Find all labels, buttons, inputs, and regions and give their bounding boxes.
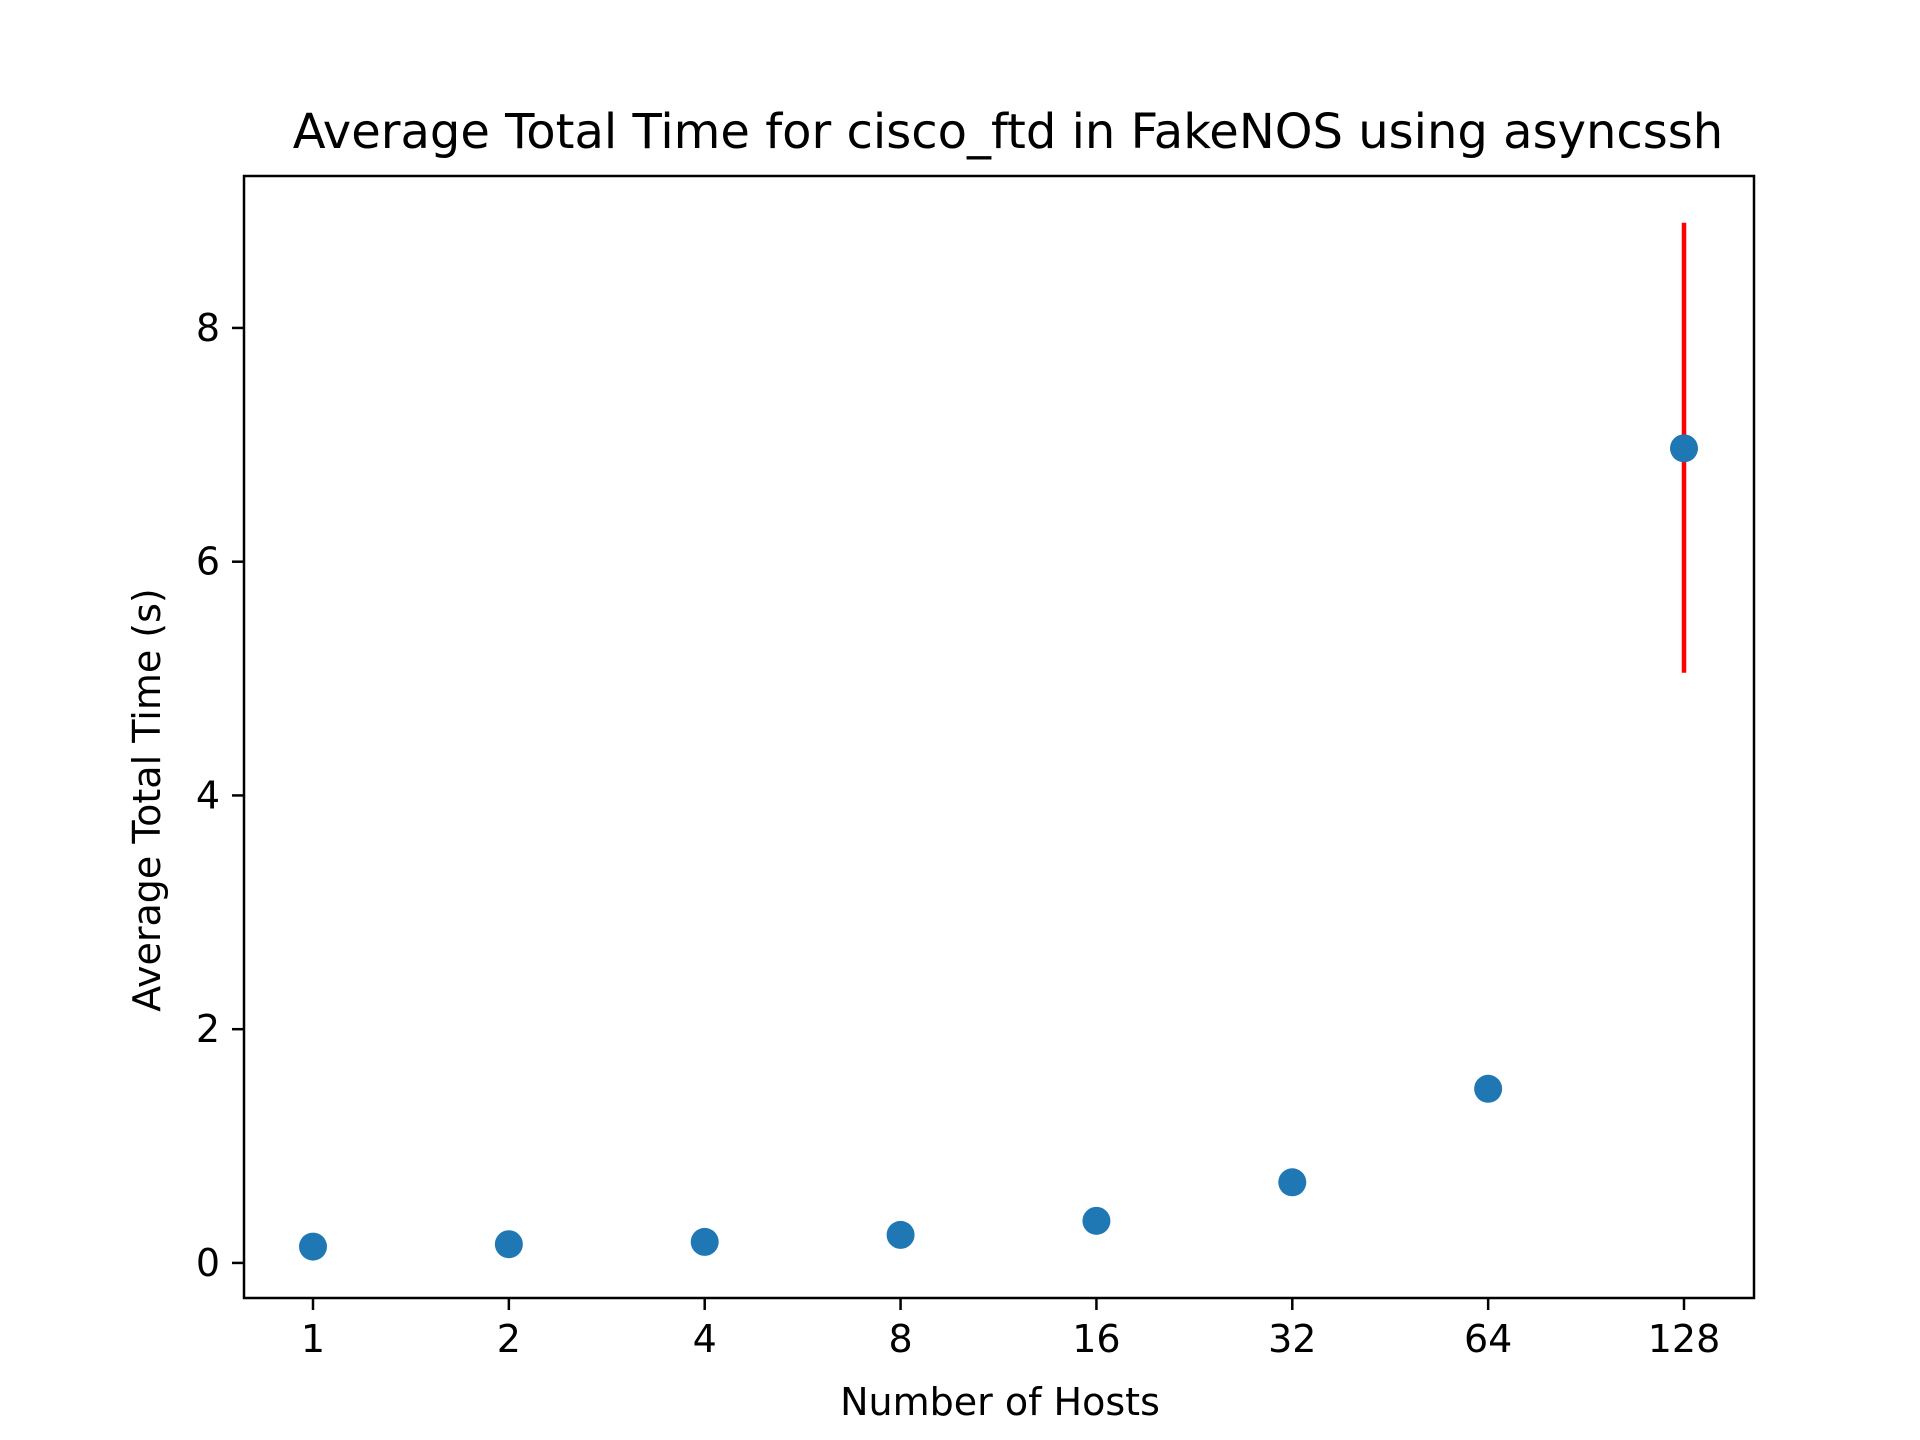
data-point <box>886 1220 915 1249</box>
x-tick-label: 128 <box>1648 1317 1721 1361</box>
x-tick-label: 1 <box>301 1317 325 1361</box>
x-tick-label: 16 <box>1072 1317 1120 1361</box>
y-tick-label: 6 <box>196 540 220 584</box>
x-tick-label: 32 <box>1268 1317 1316 1361</box>
y-tick-label: 0 <box>196 1241 220 1285</box>
data-point <box>690 1227 719 1256</box>
y-tick-label: 8 <box>196 306 220 350</box>
axes-frame <box>242 174 1756 1300</box>
x-tick-label: 4 <box>693 1317 717 1361</box>
data-point <box>299 1232 327 1261</box>
x-tick-label: 2 <box>497 1317 521 1361</box>
x-axis-label: Number of Hosts <box>840 1380 1160 1424</box>
plot-area: 1 2 4 8 16 32 64 128 0 2 4 6 8 <box>196 222 1721 1361</box>
x-tick-label: 8 <box>888 1317 912 1361</box>
x-tick-label: 64 <box>1464 1317 1512 1361</box>
data-point <box>1474 1074 1503 1103</box>
y-axis-label: Average Total Time (s) <box>125 588 169 1011</box>
y-tick-label: 4 <box>196 773 220 817</box>
data-point <box>1670 434 1698 463</box>
data-point <box>1082 1206 1111 1235</box>
data-point <box>1278 1168 1307 1197</box>
data-point <box>494 1230 523 1259</box>
chart-title: Average Total Time for cisco_ftd in Fake… <box>293 104 1723 160</box>
y-tick-label: 2 <box>196 1007 220 1051</box>
